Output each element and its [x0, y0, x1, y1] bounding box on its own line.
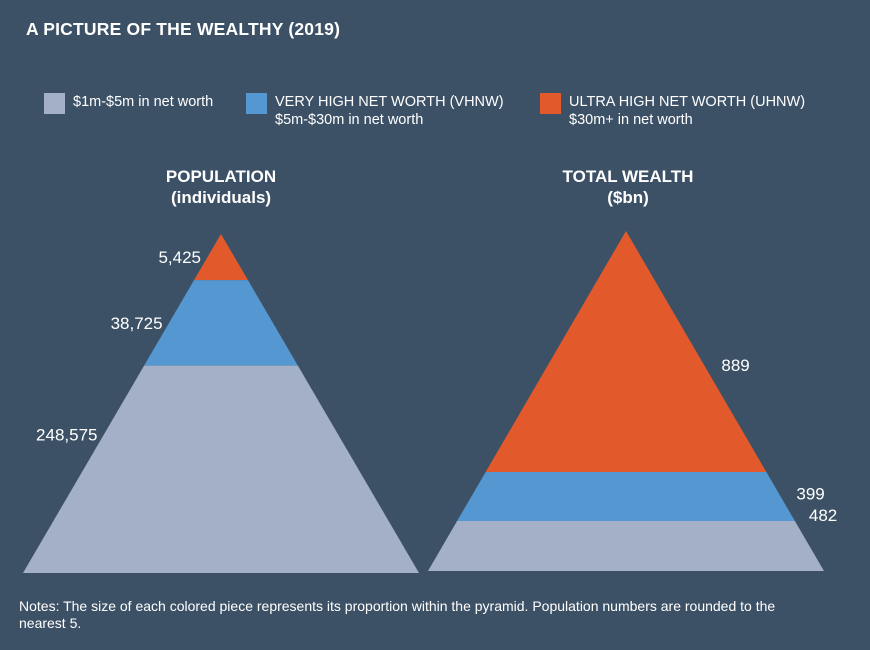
- legend-line: $5m-$30m in net worth: [275, 112, 424, 128]
- chart-title: A PICTURE OF THE WEALTHY (2019): [26, 19, 341, 39]
- population-tier-uhnw: [194, 234, 248, 281]
- legend-line: VERY HIGH NET WORTH (VHNW): [275, 94, 504, 110]
- panel-title-line: TOTAL WEALTH: [562, 167, 694, 186]
- population-tier-vhnw: [144, 280, 298, 366]
- chart-notes: Notes: The size of each colored piece re…: [19, 598, 776, 631]
- wealth-label-uhnw: 889: [721, 356, 749, 375]
- legend-swatch-vhnw: [246, 93, 267, 114]
- panel-title-line: POPULATION: [165, 167, 277, 186]
- population-label-uhnw: 5,425: [158, 248, 201, 267]
- population-tier-standard: [23, 365, 419, 573]
- panel-title-line: ($bn): [607, 188, 649, 207]
- legend-label-uhnw: ULTRA HIGH NET WORTH (UHNW) $30m+ in net…: [569, 93, 805, 129]
- wealth-tier-standard: [428, 521, 824, 571]
- wealth-label-standard: 482: [809, 506, 837, 525]
- legend-swatch-uhnw: [540, 93, 561, 114]
- population-label-standard: 248,575: [36, 425, 97, 444]
- population-label-vhnw: 38,725: [111, 314, 163, 333]
- legend-line: ULTRA HIGH NET WORTH (UHNW): [569, 94, 806, 110]
- legend-swatch-standard: [44, 93, 65, 114]
- wealth-label-vhnw: 399: [796, 484, 824, 503]
- wealth-tier-vhnw: [457, 471, 795, 522]
- legend-label-standard: $1m-$5m in net worth: [73, 93, 213, 111]
- legend-line: $1m-$5m in net worth: [73, 94, 214, 110]
- legend-line: $30m+ in net worth: [569, 112, 693, 128]
- panel-title-line: (individuals): [170, 188, 272, 207]
- wealth-tier-uhnw: [485, 231, 767, 472]
- legend-label-vhnw: VERY HIGH NET WORTH (VHNW) $5m-$30m in n…: [275, 93, 504, 129]
- wealth-panel-title: TOTAL WEALTH ($bn): [508, 166, 748, 208]
- population-panel-title: POPULATION (individuals): [101, 166, 341, 208]
